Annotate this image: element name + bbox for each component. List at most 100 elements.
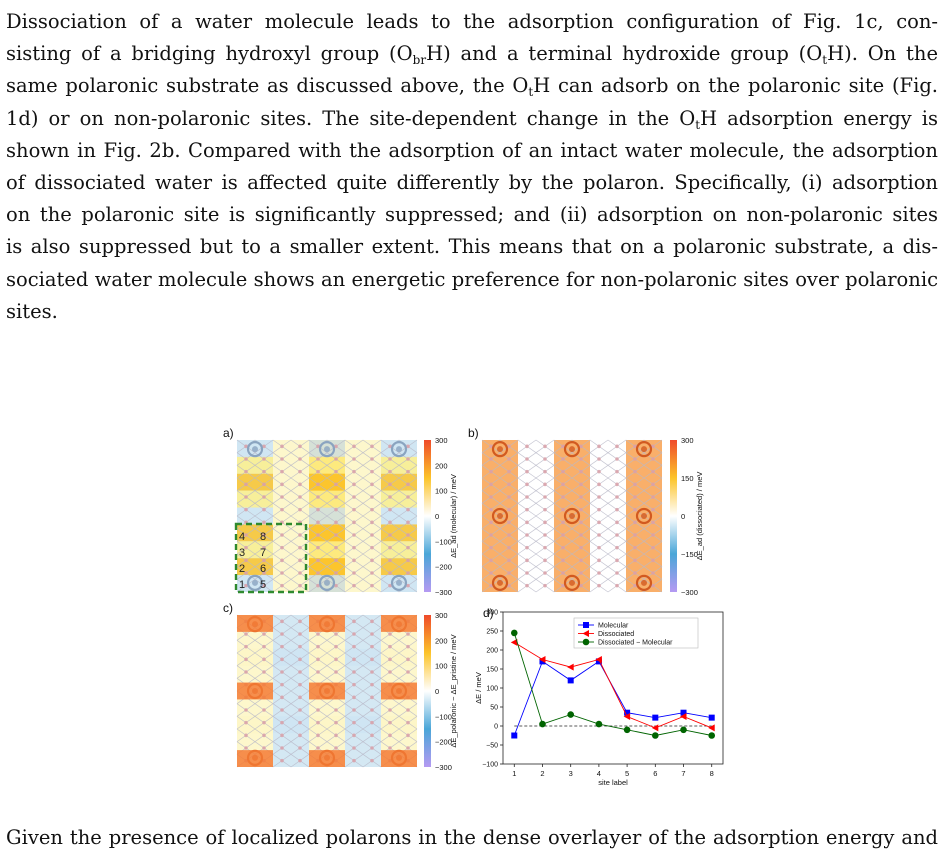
oxygen-atom <box>352 644 356 649</box>
y-tick-label: 200 <box>486 648 498 655</box>
panel-c: c) 300 200 100 0 −100 −200 −300 ΔE_polaronic − Δ… <box>223 601 458 772</box>
polaron-center <box>497 579 503 586</box>
oxygen-atom <box>543 583 547 588</box>
oxygen-atom <box>388 644 392 649</box>
oxygen-atom <box>370 758 374 763</box>
oxygen-atom <box>316 644 320 649</box>
colorbar-tick: 0 <box>435 687 439 696</box>
oxygen-atom <box>561 495 565 499</box>
oxygen-atom <box>597 482 601 487</box>
data-point <box>511 732 518 739</box>
polaron-ring <box>491 507 509 525</box>
oxygen-atom <box>316 720 320 725</box>
oxygen-atom <box>597 469 601 474</box>
heatmap-cell <box>381 473 417 491</box>
oxygen-atom <box>316 632 320 636</box>
oxygen-atom <box>651 545 655 550</box>
oxygen-atom <box>370 444 374 449</box>
heatmap-cell <box>309 648 345 666</box>
oxygen-atom <box>651 558 655 563</box>
colorbar-tick: −200 <box>435 738 452 747</box>
oxygen-atom <box>543 444 547 449</box>
heatmap-cell <box>237 615 273 632</box>
oxygen-atom <box>633 583 637 588</box>
oxygen-atom <box>406 657 410 662</box>
polaron-center <box>324 446 330 453</box>
heatmap-cell <box>309 750 345 767</box>
oxygen-atom <box>615 469 619 474</box>
oxygen-atom <box>334 644 338 649</box>
oxygen-atom <box>579 507 583 512</box>
oxygen-atom <box>262 533 266 537</box>
oxygen-atom <box>334 657 338 662</box>
colorbar-tick: 0 <box>681 512 685 521</box>
oxygen-atom <box>244 670 248 674</box>
oxygen-atom <box>244 632 248 636</box>
legend-box <box>573 617 699 649</box>
site-label: 6 <box>260 563 266 575</box>
colorbar-tick: 100 <box>435 487 448 496</box>
oxygen-atom <box>406 670 410 674</box>
oxygen-atom <box>262 670 266 674</box>
oxygen-atom <box>579 520 583 525</box>
legend-entry: Dissociated <box>598 631 634 638</box>
oxygen-atom <box>280 558 284 563</box>
oxygen-atom <box>262 520 266 525</box>
heatmap-cell <box>381 716 417 734</box>
oxygen-atom <box>597 558 601 563</box>
colorbar-tick: −300 <box>435 763 452 772</box>
text-line: shown in Fig. 2b. Compared with the adso… <box>6 138 938 162</box>
data-point <box>539 658 546 665</box>
oxygen-atom <box>561 482 565 487</box>
oxygen-atom <box>388 482 392 487</box>
y-axis-label: ΔE / meV <box>474 672 483 704</box>
oxygen-atom <box>352 457 356 461</box>
oxygen-atom <box>334 558 338 563</box>
heatmap-cell <box>237 490 273 508</box>
oxygen-atom <box>280 482 284 487</box>
colorbar <box>670 440 677 592</box>
oxygen-atom <box>244 657 248 662</box>
oxygen-atom <box>370 695 374 700</box>
colorbar-tick: 200 <box>435 461 448 470</box>
oxygen-atom <box>406 746 410 750</box>
oxygen-atom <box>579 482 583 487</box>
text-line: 1d) or on non-polaronic sites. The site-… <box>6 106 938 132</box>
polaron-ring <box>491 441 509 458</box>
oxygen-atom <box>316 444 320 449</box>
oxygen-atom <box>298 558 302 563</box>
oxygen-atom <box>579 457 583 461</box>
oxygen-atom <box>489 495 493 499</box>
oxygen-atom <box>388 583 392 588</box>
polaron-ring <box>318 441 336 458</box>
oxygen-atom <box>316 733 320 738</box>
oxygen-atom <box>280 507 284 512</box>
heatmap-cell <box>237 541 273 559</box>
oxygen-atom <box>633 533 637 537</box>
oxygen-atom <box>244 708 248 712</box>
polaron-ring <box>246 441 264 458</box>
colorbar-tick: 0 <box>435 512 439 521</box>
oxygen-atom <box>579 583 583 588</box>
oxygen-atom <box>615 457 619 461</box>
oxygen-atom <box>316 708 320 712</box>
data-point <box>595 656 602 663</box>
oxygen-atom <box>615 583 619 588</box>
oxygen-atom <box>597 507 601 512</box>
oxygen-atom <box>507 444 511 449</box>
site-label: 8 <box>260 531 266 543</box>
data-point <box>538 656 546 663</box>
oxygen-atom <box>651 444 655 449</box>
oxygen-atom <box>244 533 248 537</box>
oxygen-atom <box>280 644 284 649</box>
data-point <box>708 724 715 732</box>
data-point <box>624 709 631 716</box>
data-point <box>595 720 603 728</box>
site-label: 4 <box>239 531 245 543</box>
data-point <box>510 638 518 646</box>
oxygen-atom <box>244 558 248 563</box>
oxygen-atom <box>489 457 493 461</box>
oxygen-atom <box>352 469 356 474</box>
oxygen-atom <box>406 558 410 563</box>
oxygen-atom <box>280 657 284 662</box>
